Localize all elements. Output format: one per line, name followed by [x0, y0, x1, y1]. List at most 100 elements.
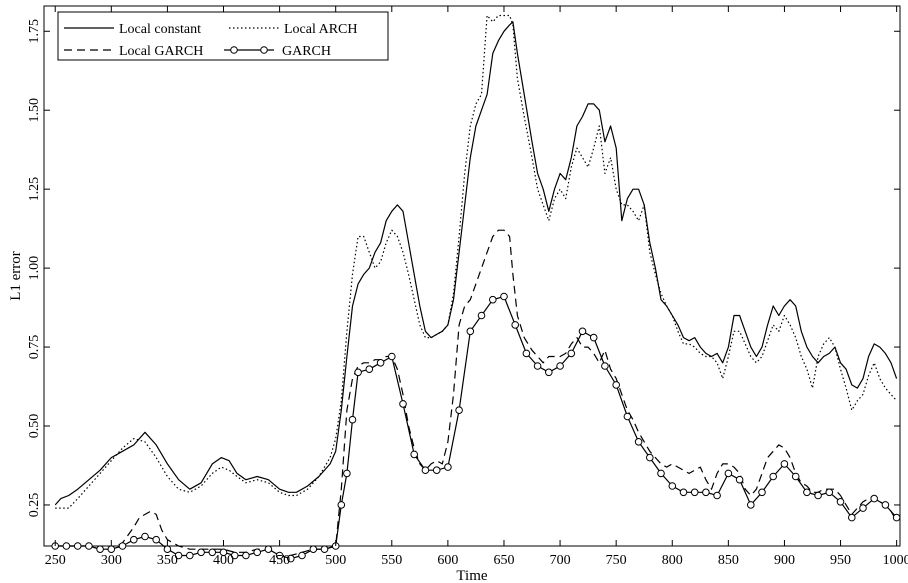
data-point-garch — [298, 551, 306, 560]
x-tick-label: 700 — [550, 553, 571, 568]
data-point-garch — [320, 545, 329, 554]
data-point-garch — [511, 321, 520, 329]
x-tick-label: 550 — [381, 553, 402, 568]
data-point-garch — [690, 488, 699, 497]
data-point-garch — [892, 513, 901, 522]
legend-marker-garch-left — [230, 46, 238, 54]
legend-marker-garch-right — [260, 46, 268, 54]
data-point-garch — [522, 349, 531, 358]
data-point-garch — [365, 365, 374, 374]
data-point-garch — [814, 491, 822, 500]
data-point-garch — [724, 469, 733, 478]
data-point-garch — [747, 501, 755, 509]
data-point-garch — [253, 548, 262, 557]
legend-box — [57, 11, 389, 61]
series-line-local-garch — [55, 229, 898, 557]
x-tick-label: 650 — [493, 553, 514, 568]
data-point-garch — [679, 488, 688, 497]
data-point-garch — [174, 551, 183, 560]
data-point-garch — [758, 488, 766, 497]
data-point-garch — [208, 548, 217, 557]
data-point-garch — [668, 482, 677, 490]
data-point-garch — [275, 551, 284, 560]
legend-label-local-arch: Local ARCH — [284, 22, 358, 37]
data-point-garch — [118, 542, 127, 550]
data-point-garch — [141, 532, 149, 541]
data-point-garch — [825, 488, 834, 497]
data-point-garch — [556, 362, 564, 370]
data-point-garch — [533, 362, 542, 370]
y-tick-label: 1.50 — [27, 98, 42, 123]
data-point-garch — [163, 545, 172, 554]
legend-label-local-garch: Local GARCH — [119, 44, 203, 59]
data-point-garch — [466, 327, 475, 336]
data-point-garch — [376, 359, 385, 367]
x-tick-label: 850 — [718, 553, 739, 568]
data-point-garch — [836, 498, 845, 506]
plot-area — [51, 14, 901, 563]
data-point-garch — [646, 453, 654, 462]
data-point-garch — [421, 466, 430, 475]
y-tick-label: 0.75 — [27, 335, 42, 360]
y-tick-label: 1.00 — [27, 256, 42, 281]
data-point-garch — [567, 349, 576, 358]
data-point-garch — [432, 466, 441, 475]
data-point-garch — [713, 491, 721, 500]
data-point-garch — [73, 542, 82, 550]
x-tick-label: 800 — [662, 553, 683, 568]
data-point-garch — [612, 381, 621, 389]
data-point-garch — [152, 535, 160, 544]
data-point-garch — [589, 333, 598, 342]
series-line-garch — [55, 295, 898, 560]
data-point-garch — [96, 545, 104, 554]
legend: Local constant Local ARCH Local GARCH GA… — [57, 11, 389, 61]
data-point-garch — [500, 292, 508, 301]
data-point-garch — [264, 545, 273, 554]
y-tick-label: 0.25 — [27, 493, 42, 518]
data-point-garch — [219, 548, 228, 557]
y-tick-label: 1.25 — [27, 177, 42, 202]
data-point-garch — [107, 545, 116, 554]
data-point-garch — [848, 513, 856, 522]
data-point-garch — [343, 469, 351, 478]
data-point-garch — [791, 472, 800, 481]
series-line-local-constant — [54, 21, 898, 506]
y-axis: 0.25 0.50 0.75 1.00 1.25 1.50 1.75 — [27, 19, 900, 517]
data-point-garch — [870, 494, 879, 503]
x-axis-title: Time — [456, 568, 487, 583]
x-tick-label: 600 — [437, 553, 458, 568]
x-tick-label: 350 — [157, 553, 178, 568]
data-point-garch — [769, 472, 778, 481]
data-point-garch — [309, 545, 318, 554]
x-tick-label: 950 — [830, 553, 851, 568]
data-point-garch — [85, 542, 93, 550]
data-point-garch — [657, 469, 665, 478]
data-point-garch — [881, 501, 890, 509]
data-point-garch — [859, 504, 867, 512]
data-point-garch — [242, 551, 250, 560]
legend-label-local-constant: Local constant — [119, 22, 201, 37]
plot-frame — [43, 5, 901, 547]
data-point-garch — [634, 438, 643, 446]
data-point-garch — [623, 412, 632, 421]
x-tick-label: 750 — [606, 553, 627, 568]
x-tick-label: 1000 — [883, 553, 908, 568]
legend-label-garch: GARCH — [282, 44, 331, 59]
data-point-garch — [545, 368, 553, 377]
x-tick-label: 250 — [45, 553, 66, 568]
data-point-garch — [489, 295, 497, 304]
y-tick-label: 1.75 — [27, 19, 42, 44]
data-point-garch — [477, 311, 486, 320]
data-point-garch — [444, 463, 452, 471]
data-point-garch — [410, 450, 419, 459]
data-point-garch — [197, 548, 205, 557]
data-point-garch — [455, 406, 463, 415]
x-tick-label: 450 — [269, 553, 290, 568]
data-point-garch — [735, 475, 744, 484]
data-point-garch — [348, 415, 357, 424]
y-tick-label: 0.50 — [27, 414, 42, 439]
data-point-garch — [287, 554, 295, 563]
data-point-garch — [354, 368, 362, 377]
x-tick-label: 900 — [774, 553, 795, 568]
